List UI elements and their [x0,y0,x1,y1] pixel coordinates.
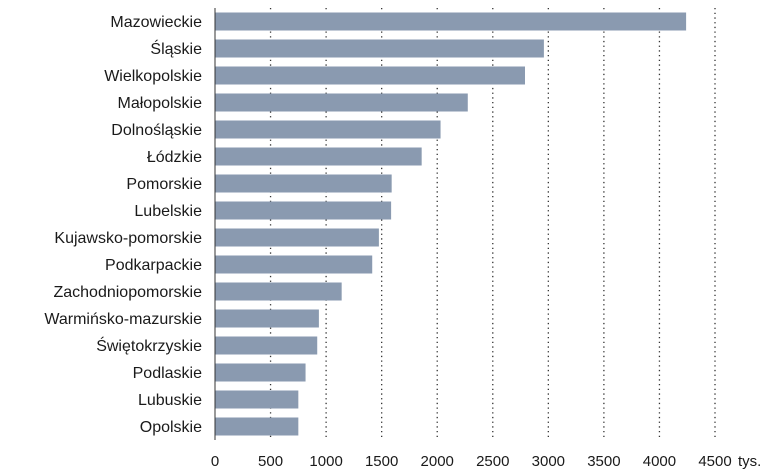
category-label: Świętokrzyskie [96,336,202,355]
x-tick-label: 4500 [698,453,731,470]
category-label: Lubuskie [138,392,202,409]
category-label: Podkarpackie [105,257,202,274]
category-label: Warmińsko-mazurskie [44,311,202,328]
category-label: Opolskie [140,419,202,436]
bar [215,66,525,85]
category-label: Podlaskie [133,365,202,382]
bar [215,174,392,193]
bar [215,363,306,382]
bars [215,12,687,436]
category-label: Mazowieckie [110,14,202,31]
bar [215,336,318,355]
x-tick-label: 1500 [365,453,398,470]
bar [215,282,342,301]
category-label: Dolnośląskie [111,122,202,139]
x-unit-label: tys. [738,453,761,470]
bar [215,228,379,247]
x-tick-label: 2500 [476,453,509,470]
bar [215,147,422,166]
category-label: Lubelskie [134,203,202,220]
bar [215,120,441,139]
category-labels: Mazowieckie Śląskie Wielkopolskie Małopolsk… [44,14,202,436]
category-label: Śląskie [150,39,202,58]
category-label: Wielkopolskie [104,68,202,85]
bar [215,255,373,274]
x-tick-label: 3500 [587,453,620,470]
bar [215,417,299,436]
bar [215,309,319,328]
category-label: Małopolskie [118,95,203,112]
category-label: Zachodniopomorskie [53,284,202,301]
x-tick-label: 4000 [643,453,676,470]
x-tick-labels: 0 500 1000 1500 2000 2500 3000 3500 4000 4500 [211,453,732,470]
x-tick-label: 0 [211,453,219,470]
category-label: Łódzkie [147,149,202,166]
category-label: Kujawsko-pomorskie [54,230,202,247]
category-label: Pomorskie [126,176,202,193]
x-tick-label: 3000 [532,453,565,470]
bar [215,390,299,409]
bar [215,201,392,220]
bar [215,93,468,112]
x-tick-label: 500 [258,453,283,470]
x-tick-label: 1000 [309,453,342,470]
bar [215,39,544,58]
bar [215,12,687,31]
x-tick-label: 2000 [421,453,454,470]
